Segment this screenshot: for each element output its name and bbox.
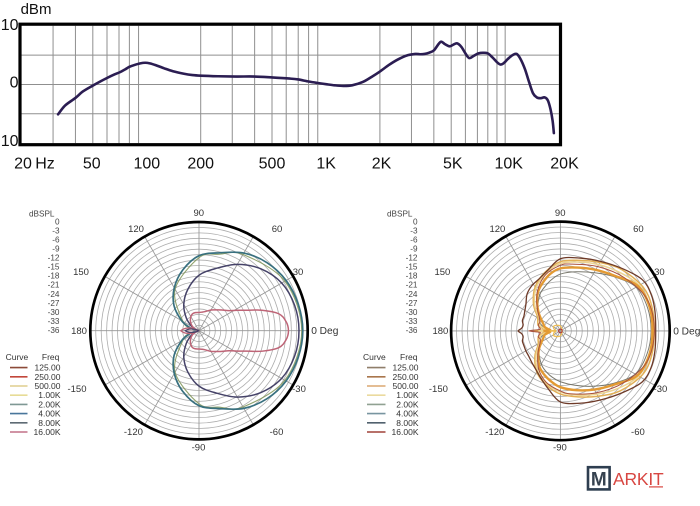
svg-text:8.00K: 8.00K [396, 418, 419, 428]
svg-text:-3: -3 [410, 226, 418, 235]
svg-text:10: 10 [1, 17, 19, 34]
svg-text:-30: -30 [654, 384, 668, 395]
svg-text:-12: -12 [48, 254, 60, 263]
svg-text:-30: -30 [292, 384, 306, 395]
svg-text:180: 180 [432, 326, 448, 337]
svg-text:20K: 20K [550, 156, 579, 173]
svg-text:150: 150 [434, 267, 450, 278]
svg-text:30: 30 [654, 267, 665, 278]
svg-text:90: 90 [194, 208, 205, 219]
svg-text:-150: -150 [67, 384, 86, 395]
svg-text:125.00: 125.00 [35, 363, 61, 373]
svg-text:60: 60 [633, 224, 644, 235]
svg-text:500.00: 500.00 [393, 381, 419, 391]
svg-text:90: 90 [555, 208, 566, 219]
svg-text:-33: -33 [48, 317, 60, 326]
svg-text:30: 30 [293, 267, 304, 278]
svg-text:200: 200 [187, 156, 214, 173]
svg-text:-90: -90 [553, 443, 567, 454]
svg-text:-27: -27 [406, 299, 418, 308]
svg-text:-24: -24 [406, 290, 418, 299]
svg-text:-30: -30 [406, 308, 418, 317]
svg-text:16.00K: 16.00K [392, 427, 419, 437]
svg-text:ARKIT: ARKIT [613, 469, 664, 489]
svg-text:1.00K: 1.00K [38, 390, 61, 400]
svg-text:Freq: Freq [400, 352, 418, 362]
svg-text:-12: -12 [406, 254, 418, 263]
svg-text:500.00: 500.00 [35, 381, 61, 391]
svg-text:0 Deg: 0 Deg [673, 326, 700, 337]
svg-text:5K: 5K [443, 156, 463, 173]
svg-text:50: 50 [83, 156, 101, 173]
svg-text:0: 0 [55, 217, 60, 226]
svg-text:60: 60 [272, 224, 283, 235]
svg-text:dBm: dBm [21, 1, 52, 18]
svg-text:4.00K: 4.00K [38, 409, 61, 419]
svg-text:-33: -33 [406, 317, 418, 326]
svg-text:-9: -9 [410, 244, 418, 253]
svg-text:2K: 2K [372, 156, 392, 173]
svg-text:-60: -60 [270, 427, 284, 438]
svg-text:-150: -150 [429, 384, 448, 395]
svg-text:-18: -18 [406, 272, 418, 281]
svg-text:Curve: Curve [363, 352, 386, 362]
svg-text:-30: -30 [48, 308, 60, 317]
svg-text:180: 180 [71, 326, 87, 337]
svg-text:-3: -3 [52, 226, 60, 235]
svg-text:250.00: 250.00 [35, 372, 61, 382]
svg-text:4.00K: 4.00K [396, 409, 419, 419]
svg-text:-15: -15 [48, 263, 60, 272]
svg-text:-60: -60 [631, 427, 645, 438]
svg-text:0: 0 [10, 75, 19, 92]
svg-text:-36: -36 [48, 326, 60, 335]
svg-text:-9: -9 [52, 244, 60, 253]
svg-text:150: 150 [73, 267, 89, 278]
svg-text:dBSPL: dBSPL [29, 210, 55, 219]
svg-text:0 Deg: 0 Deg [311, 326, 339, 337]
svg-text:120: 120 [128, 224, 144, 235]
svg-text:-18: -18 [48, 272, 60, 281]
svg-text:0: 0 [413, 217, 418, 226]
svg-text:-24: -24 [48, 290, 60, 299]
svg-text:125.00: 125.00 [393, 363, 419, 373]
svg-text:1K: 1K [316, 156, 336, 173]
svg-text:-36: -36 [406, 326, 418, 335]
svg-text:120: 120 [489, 224, 505, 235]
svg-text:10K: 10K [494, 156, 523, 173]
svg-text:-10: -10 [0, 133, 19, 150]
svg-text:250.00: 250.00 [393, 372, 419, 382]
svg-text:dBSPL: dBSPL [387, 210, 413, 219]
svg-text:Hz: Hz [35, 156, 55, 173]
svg-text:Freq: Freq [42, 352, 60, 362]
svg-text:-6: -6 [52, 235, 60, 244]
svg-text:-90: -90 [192, 442, 206, 453]
svg-text:2.00K: 2.00K [38, 399, 61, 409]
svg-text:16.00K: 16.00K [34, 427, 61, 437]
svg-text:Curve: Curve [6, 352, 29, 362]
svg-text:-21: -21 [48, 281, 60, 290]
svg-text:100: 100 [133, 156, 160, 173]
svg-text:8.00K: 8.00K [38, 418, 61, 428]
svg-text:1.00K: 1.00K [396, 390, 419, 400]
svg-text:-6: -6 [410, 235, 418, 244]
svg-text:-120: -120 [485, 427, 504, 438]
svg-text:-27: -27 [48, 299, 60, 308]
svg-text:20: 20 [14, 156, 32, 173]
svg-text:500: 500 [259, 156, 286, 173]
svg-text:-21: -21 [406, 281, 418, 290]
svg-text:M: M [591, 470, 607, 491]
svg-text:2.00K: 2.00K [396, 399, 419, 409]
svg-text:-120: -120 [124, 427, 143, 438]
svg-text:-15: -15 [406, 263, 418, 272]
